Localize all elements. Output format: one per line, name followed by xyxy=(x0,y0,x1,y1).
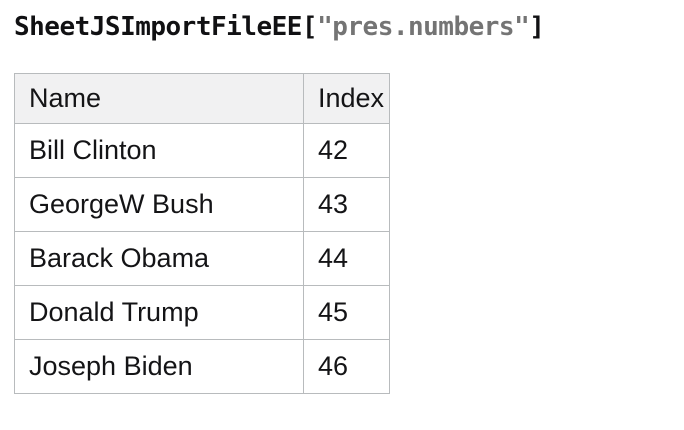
table-body: Bill Clinton 42 GeorgeW Bush 43 Barack Obama… xyxy=(14,123,390,394)
page-title: SheetJSImportFileEE["pres.numbers"] xyxy=(14,10,684,44)
table-row: GeorgeW Bush 43 xyxy=(14,177,390,232)
title-code-prefix: SheetJSImportFileEE[ xyxy=(14,12,318,42)
table-header-row: Name Index xyxy=(14,73,390,124)
cell-name: Barack Obama xyxy=(14,231,304,286)
title-code-suffix: ] xyxy=(529,12,545,42)
cell-name: Bill Clinton xyxy=(14,123,304,178)
table-row: Barack Obama 44 xyxy=(14,231,390,286)
cell-index: 44 xyxy=(303,231,390,286)
title-string-literal: "pres.numbers" xyxy=(317,12,530,42)
cell-index: 43 xyxy=(303,177,390,232)
column-header-name: Name xyxy=(14,73,304,124)
cell-name: Joseph Biden xyxy=(14,339,304,394)
column-header-index: Index xyxy=(303,73,390,124)
presidents-table: Name Index Bill Clinton 42 GeorgeW Bush 43 B… xyxy=(14,73,390,394)
page: SheetJSImportFileEE["pres.numbers"] Name… xyxy=(0,10,684,394)
cell-name: Donald Trump xyxy=(14,285,304,340)
table-row: Bill Clinton 42 xyxy=(14,123,390,178)
table-row: Donald Trump 45 xyxy=(14,285,390,340)
cell-index: 45 xyxy=(303,285,390,340)
table-row: Joseph Biden 46 xyxy=(14,339,390,394)
cell-index: 42 xyxy=(303,123,390,178)
cell-name: GeorgeW Bush xyxy=(14,177,304,232)
cell-index: 46 xyxy=(303,339,390,394)
